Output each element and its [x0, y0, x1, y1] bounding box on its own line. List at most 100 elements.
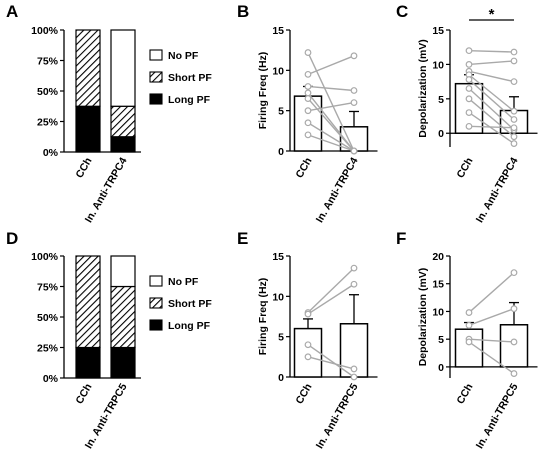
data-point: [465, 85, 473, 92]
data-point: [350, 87, 358, 94]
data-point: [510, 124, 518, 132]
data-point: [304, 89, 312, 97]
panel-letter: D: [6, 229, 18, 248]
legend-swatch: [149, 49, 163, 61]
paired-line: [468, 308, 515, 326]
panel-b: B 0 5 10 15 Firing Freq (Hz) CCh In. Anti-TRPC4: [237, 2, 378, 225]
paired-line: [307, 55, 355, 76]
bar-segment-short-pf: [110, 105, 136, 138]
data-point: [510, 48, 518, 56]
paired-line: [468, 272, 515, 314]
y-tick-label: 5: [278, 106, 284, 118]
legend-swatch: [149, 71, 163, 83]
legend-label: No PF: [168, 276, 199, 288]
paired-line: [307, 283, 355, 315]
data-point: [304, 95, 312, 102]
y-tick-label: 10: [272, 291, 284, 303]
paired-line: [468, 112, 515, 145]
legend-label: Long PF: [168, 320, 211, 332]
bar-segment-no-pf: [110, 255, 136, 288]
data-point: [465, 109, 473, 116]
paired-line: [468, 70, 515, 83]
paired-line: [468, 79, 515, 120]
y-tick-label: 50%: [37, 86, 59, 98]
y-tick-label: 100%: [31, 251, 59, 263]
y-tick-label: 10: [432, 59, 444, 71]
legend-label: Short PF: [168, 72, 212, 84]
bar-segment-short-pf: [110, 285, 136, 349]
data-point: [304, 131, 312, 139]
paired-line: [468, 49, 515, 53]
y-tick-label: 0: [278, 146, 284, 158]
legend-swatch: [149, 275, 163, 287]
bar-segment-short-pf: [75, 29, 101, 107]
y-tick-label: 100%: [31, 25, 59, 37]
bar-segment-long-pf: [75, 346, 101, 379]
data-point: [350, 147, 358, 155]
y-axis-label: Depolarization (mV): [417, 39, 429, 138]
paired-line: [307, 101, 355, 112]
category-label: CCh: [73, 156, 94, 181]
paired-line: [307, 344, 355, 378]
data-point: [350, 52, 358, 60]
data-point: [350, 280, 358, 288]
panel-letter: F: [396, 229, 406, 248]
bar-segment-long-pf: [110, 136, 136, 153]
data-point: [465, 47, 473, 55]
data-point: [465, 309, 473, 316]
data-point: [510, 116, 518, 123]
y-tick-label: 5: [438, 94, 444, 106]
bar-segment-long-pf: [110, 346, 136, 379]
y-tick-label: 0: [278, 372, 284, 384]
y-axis-label: Firing Freq (Hz): [257, 278, 269, 356]
y-tick-label: 0%: [43, 373, 59, 385]
data-point: [510, 370, 518, 377]
data-point: [510, 78, 518, 86]
y-tick-label: 20: [432, 251, 444, 263]
y-tick-label: 15: [272, 251, 284, 263]
data-point: [465, 61, 473, 68]
category-label: In. Anti-TRPC5: [314, 381, 361, 450]
legend-swatch: [149, 319, 163, 331]
legend-label: Long PF: [168, 94, 211, 106]
data-point: [350, 365, 358, 373]
data-point: [304, 310, 312, 318]
legend-swatch: [149, 93, 163, 105]
data-point: [510, 269, 518, 277]
data-point: [510, 140, 518, 147]
category-label: In. Anti-TRPC4: [314, 155, 361, 224]
legend-label: No PF: [168, 50, 199, 62]
paired-line: [307, 98, 355, 152]
data-point: [350, 373, 358, 381]
paired-line: [468, 87, 515, 131]
y-tick-label: 25%: [37, 343, 59, 355]
y-axis-label: Firing Freq (Hz): [257, 52, 269, 130]
paired-line: [468, 74, 515, 112]
paired-line: [307, 122, 355, 152]
paired-line: [468, 98, 515, 138]
y-tick-label: 75%: [37, 282, 59, 294]
y-tick-label: 5: [278, 332, 284, 344]
data-point: [510, 305, 518, 313]
category-label: CCh: [454, 156, 475, 181]
panel-letter: E: [237, 229, 248, 248]
significance-marker: *: [489, 6, 495, 23]
y-tick-label: 75%: [37, 56, 59, 68]
data-point: [304, 70, 312, 78]
data-point: [510, 107, 518, 115]
data-point: [465, 76, 473, 83]
y-tick-label: 0: [438, 362, 444, 374]
data-point: [350, 264, 358, 272]
data-point: [304, 49, 312, 56]
data-point: [465, 338, 473, 346]
paired-line: [307, 356, 355, 370]
category-label: In. Anti-TRPC5: [474, 381, 521, 450]
legend-label: Short PF: [168, 298, 212, 310]
paired-line: [468, 338, 515, 343]
y-tick-label: 15: [272, 25, 284, 37]
category-label: In. Anti-TRPC4: [474, 155, 521, 224]
data-point: [465, 321, 473, 329]
